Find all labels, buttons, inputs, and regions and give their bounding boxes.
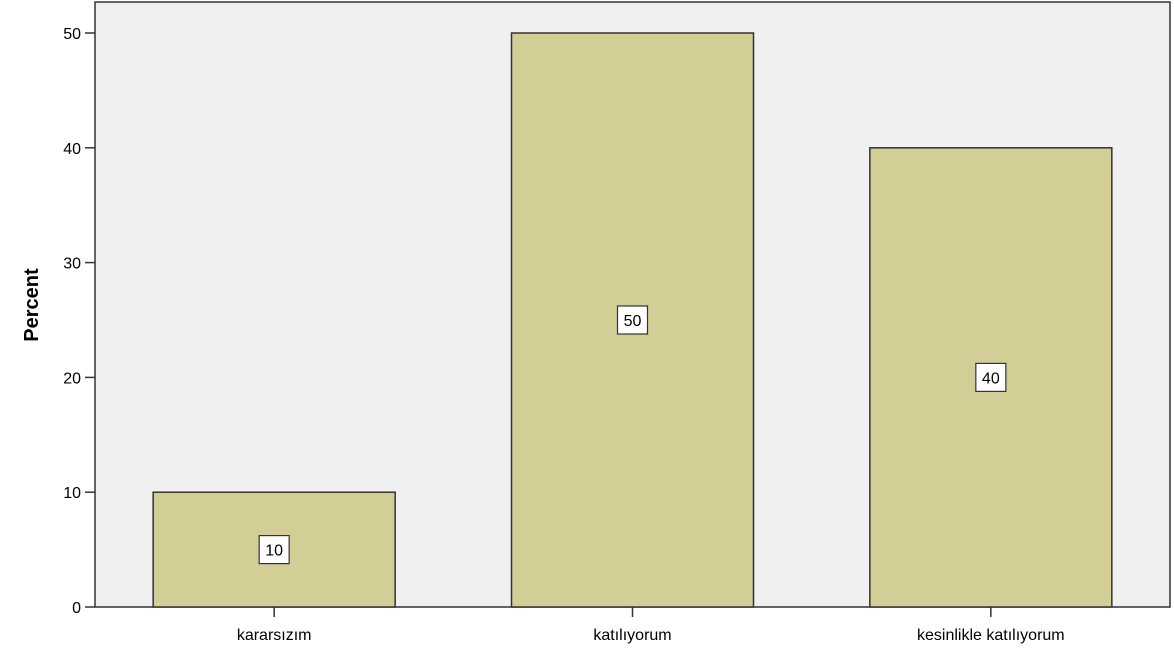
data-label: 50 xyxy=(624,313,642,330)
bars-group: 10 50 40 xyxy=(152,32,1113,608)
data-label-box xyxy=(975,362,1007,392)
x-tick-label: kesinlikle katılıyorum xyxy=(917,627,1065,644)
y-tick-label: 30 xyxy=(63,256,81,273)
data-label-box xyxy=(258,534,290,565)
data-label-box xyxy=(616,305,649,335)
data-label: 10 xyxy=(265,543,283,560)
data-label: 40 xyxy=(982,370,1000,387)
y-tick-label: 40 xyxy=(63,141,81,158)
x-axis: kararsızım katılıyorum kesinlikle katılıyo… xyxy=(237,607,1065,644)
y-tick-label: 50 xyxy=(63,26,81,43)
y-tick-label: 10 xyxy=(63,485,81,502)
x-tick-label: katılıyorum xyxy=(593,627,671,644)
y-axis-label: Percent xyxy=(21,268,43,342)
y-axis: 0 10 20 30 40 50 xyxy=(63,26,95,617)
bar xyxy=(510,32,755,608)
x-tick-label: kararsızım xyxy=(237,627,312,644)
y-tick-label: 20 xyxy=(63,370,81,387)
y-tick-label: 0 xyxy=(72,600,81,617)
